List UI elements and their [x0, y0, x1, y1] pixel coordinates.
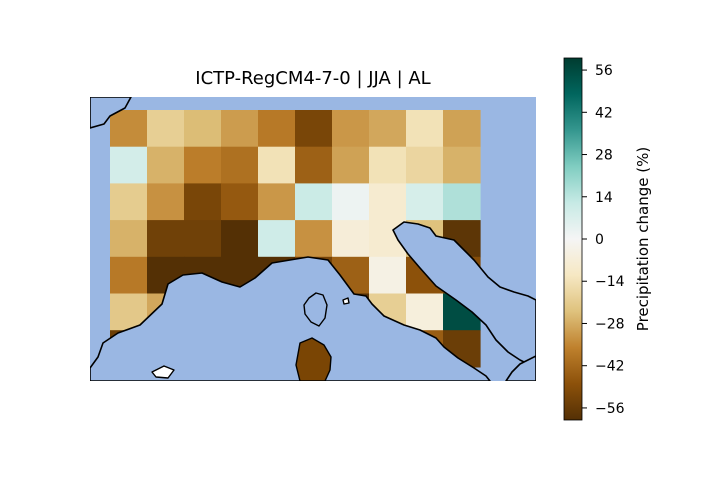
land-mask — [90, 97, 536, 381]
grid-cell — [295, 146, 333, 184]
grid-cell — [147, 110, 185, 148]
sardinia-island — [295, 337, 332, 381]
grid-cell — [221, 146, 259, 184]
grid-cell — [443, 146, 481, 184]
grid-cell — [110, 220, 148, 258]
grid-cell — [406, 146, 444, 184]
grid-cell — [332, 220, 370, 258]
grid-cell — [184, 146, 222, 184]
colorbar-tick-label: −28 — [595, 316, 625, 332]
colorbar-gradient — [563, 57, 583, 421]
grid-cell — [221, 183, 259, 221]
corsica-island — [303, 292, 328, 327]
map-title: ICTP-RegCM4-7-0 | JJA | AL — [195, 68, 431, 89]
grid-cell — [295, 183, 333, 221]
grid-cell — [221, 220, 259, 258]
grid-cell — [332, 183, 370, 221]
grid-cell — [258, 110, 296, 148]
grid-cell — [258, 183, 296, 221]
colorbar-tick-label: 0 — [595, 232, 604, 248]
colorbar-tick-label: −14 — [595, 274, 625, 290]
grid-cell — [258, 220, 296, 258]
grid-cell — [110, 146, 148, 184]
grid-cell — [406, 110, 444, 148]
grid-cell — [406, 183, 444, 221]
colorbar-tick-label: −56 — [595, 401, 625, 417]
colorbar: 56 42 28 14 0 −14 −28 −42 −56 Precipitation chan… — [563, 57, 652, 421]
grid-cell — [332, 110, 370, 148]
grid-cell — [369, 146, 407, 184]
grid-cell — [110, 110, 148, 148]
colorbar-tick-label: 42 — [595, 105, 613, 121]
colorbar-tick-label: 14 — [595, 190, 613, 206]
grid-cell — [369, 183, 407, 221]
grid-cell — [443, 110, 481, 148]
islands — [151, 292, 350, 381]
grid-cell — [184, 220, 222, 258]
colorbar-tick-label: −42 — [595, 359, 625, 375]
colorbar-ticks: 56 42 28 14 0 −14 −28 −42 −56 — [582, 63, 625, 417]
grid-cell — [295, 110, 333, 148]
grid-cell — [147, 146, 185, 184]
ligurian-tyrrhenian-sea — [90, 256, 491, 381]
elba-island — [342, 297, 350, 305]
grid-cell — [110, 256, 148, 295]
grid-cell — [406, 293, 444, 331]
grid-cell — [258, 146, 296, 184]
grid-cell — [147, 183, 185, 221]
grid-cell — [110, 183, 148, 221]
balearic-island — [151, 365, 175, 379]
grid-cell — [184, 183, 222, 221]
adriatic-sea — [392, 221, 536, 381]
south-east-sea-corner — [505, 355, 536, 381]
grid-cell — [332, 146, 370, 184]
grid-cell — [147, 220, 185, 258]
grid-cell — [369, 110, 407, 148]
grid-cell — [295, 220, 333, 258]
grid-cell — [369, 256, 407, 295]
north-sea-corner — [90, 97, 132, 129]
grid-cell — [221, 110, 259, 148]
grid-cell — [443, 183, 481, 221]
colorbar-label: Precipitation change (%) — [634, 147, 652, 331]
colorbar-tick-label: 56 — [595, 63, 613, 79]
colorbar-tick-label: 28 — [595, 148, 613, 164]
grid-cell — [184, 110, 222, 148]
